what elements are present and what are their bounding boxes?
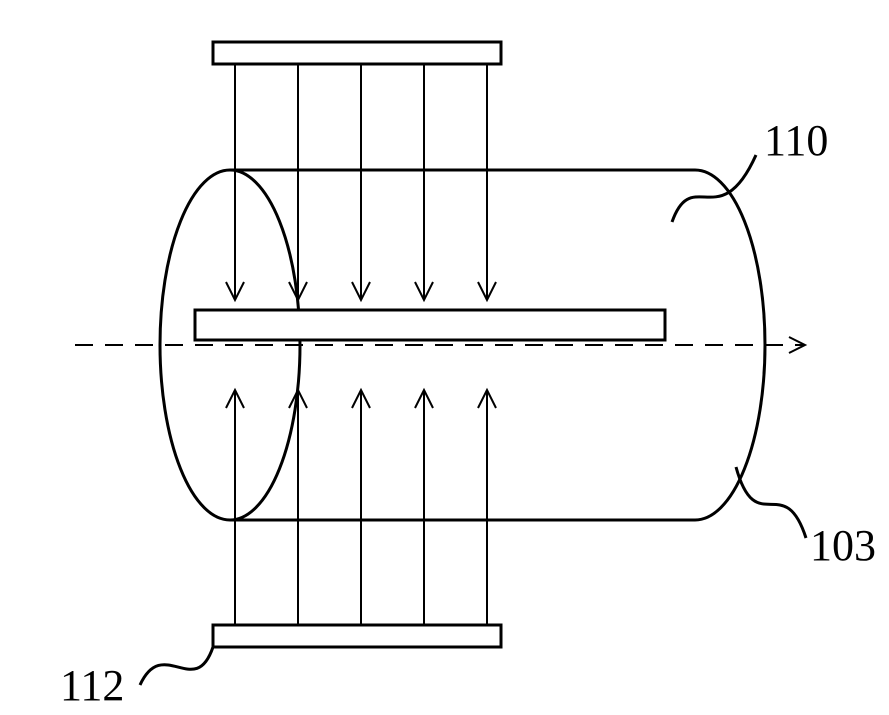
label-112: 112 <box>60 661 124 710</box>
leader-112 <box>140 647 213 685</box>
arrow <box>226 64 244 300</box>
arrow <box>415 390 433 625</box>
slot-rect <box>195 310 665 340</box>
arrow <box>352 64 370 300</box>
arrow <box>352 390 370 625</box>
figure-svg: 110 103 112 <box>0 0 889 715</box>
arrow <box>478 390 496 625</box>
cylinder <box>160 170 765 520</box>
label-110: 110 <box>764 116 828 165</box>
label-103: 103 <box>810 521 876 570</box>
arrow <box>478 64 496 300</box>
leader-103 <box>736 467 806 538</box>
arrow <box>415 64 433 300</box>
source-plate-bottom <box>213 625 501 647</box>
leader-110 <box>672 155 756 222</box>
source-plate-top <box>213 42 501 64</box>
arrows-bottom <box>226 390 496 625</box>
arrows-top <box>226 64 496 300</box>
arrow <box>226 390 244 625</box>
